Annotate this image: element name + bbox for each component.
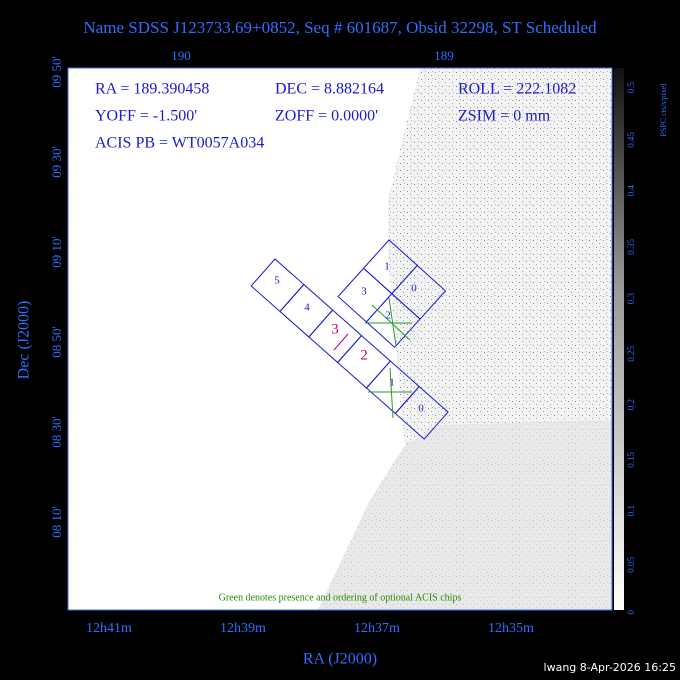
left-tick-label: 08 50' [49, 326, 64, 358]
bottom-tick-label: 12h35m [488, 621, 534, 636]
info-yoff: YOFF = -1.500' [95, 108, 197, 125]
colorbar-tick-label: 0.35 [626, 239, 636, 255]
colorbar-tick-label: 0.25 [626, 346, 636, 362]
colorbar-label: PSPC cts/s/pixel [659, 83, 668, 137]
info-zoff: ZOFF = 0.0000' [275, 108, 378, 125]
acis-s-array [250, 258, 449, 440]
info-ra: RA = 189.390458 [95, 81, 209, 98]
chip-label: 2 [385, 310, 391, 322]
optional-chips [365, 297, 412, 419]
y-axis-label: Dec (J2000) [16, 301, 33, 380]
plot-frame [67, 67, 613, 611]
info-acis-pb: ACIS PB = WT0057A034 [95, 135, 264, 152]
chip-label: 3 [361, 286, 367, 298]
info-zsim: ZSIM = 0 mm [458, 108, 551, 125]
colorbar-tick-label: 0.1 [626, 505, 636, 516]
left-tick-label: 09 30' [49, 146, 64, 178]
top-tick-label: 190 [171, 48, 191, 63]
bottom-tick-label: 12h37m [354, 621, 400, 636]
chip-label: 1 [389, 377, 395, 389]
chip-label: 3 [331, 321, 339, 337]
colorbar-tick-label: 0.5 [626, 82, 636, 94]
top-tick-label: 189 [434, 48, 454, 63]
colorbar-tick-label: 0.15 [626, 452, 636, 468]
colorbar-tick-label: 0.4 [626, 185, 636, 197]
left-tick-label: 09 10' [49, 236, 64, 268]
chip-label: 1 [384, 261, 390, 273]
chip-label: 4 [304, 302, 310, 314]
chip-label: 0 [418, 403, 424, 415]
x-axis-label: RA (J2000) [303, 651, 377, 668]
left-tick-label: 08 30' [49, 416, 64, 448]
bottom-tick-label: 12h39m [220, 621, 266, 636]
title: Name SDSS J123733.69+0852, Seq # 601687,… [83, 18, 597, 37]
chip-label: 5 [274, 275, 280, 287]
sky-emission [318, 420, 612, 610]
colorbar-tick-label: 0.2 [626, 399, 636, 410]
colorbar-tick-label: 0.45 [626, 132, 636, 148]
chip-label: 0 [411, 283, 417, 295]
left-tick-label: 08 10' [49, 506, 64, 538]
chip-label: 2 [360, 347, 368, 363]
note: Green denotes presence and ordering of o… [219, 592, 462, 603]
footer: lwang 8-Apr-2026 16:25 [544, 661, 676, 674]
left-tick-label: 09 50' [49, 56, 64, 88]
acis-i-array [337, 239, 447, 349]
info-roll: ROLL = 222.1082 [458, 81, 576, 98]
colorbar [614, 68, 624, 610]
colorbar-tick-label: 0 [626, 610, 636, 615]
info-dec: DEC = 8.882164 [275, 81, 384, 98]
colorbar-tick-label: 0.05 [626, 557, 636, 573]
colorbar-tick-label: 0.3 [626, 293, 636, 305]
aimpoint [333, 333, 349, 351]
bottom-tick-label: 12h41m [86, 621, 132, 636]
